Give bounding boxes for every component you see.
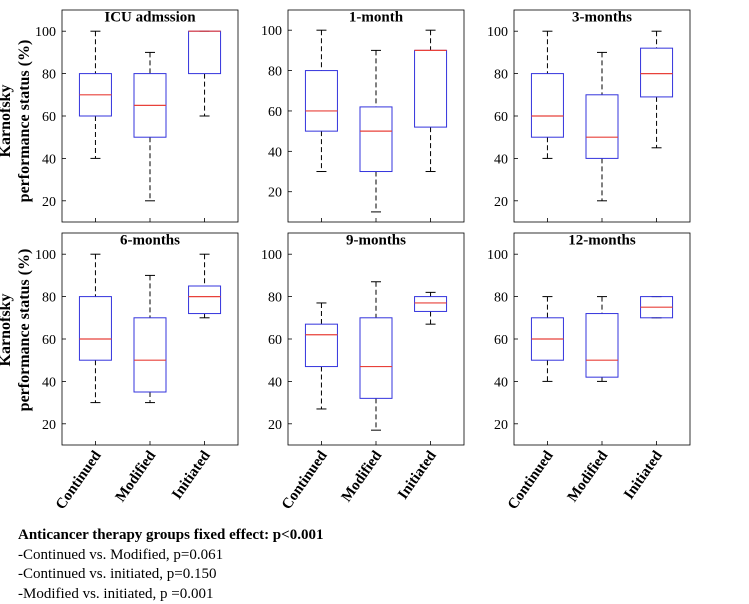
- iqr-box: [586, 95, 618, 159]
- iqr-box: [360, 318, 392, 399]
- box-modified: [586, 297, 618, 445]
- y-tick-label: 40: [42, 152, 56, 167]
- boxplot-figure: Karnofsky performance status (%) Karnofs…: [0, 0, 749, 525]
- box-initiated: [189, 254, 221, 445]
- iqr-box: [305, 324, 337, 366]
- panel-title: 12-months: [568, 233, 636, 249]
- y-tick-label: 40: [268, 375, 282, 390]
- y-tick-label: 80: [494, 291, 508, 306]
- x-category-label: Initiated: [395, 448, 440, 503]
- iqr-box: [586, 314, 618, 378]
- iqr-box: [134, 318, 166, 392]
- y-tick-label: 100: [261, 248, 282, 263]
- y-tick-label: 40: [42, 375, 56, 390]
- notes-line: -Continued vs. Modified, p=0.061: [18, 546, 323, 566]
- x-category-label: Modified: [339, 448, 386, 505]
- y-tick-label: 100: [487, 25, 508, 40]
- box-continued: [79, 31, 111, 222]
- iqr-box: [305, 71, 337, 132]
- y-tick-label: 60: [42, 333, 56, 348]
- x-category-label: Continued: [505, 448, 557, 513]
- y-tick-label: 40: [494, 375, 508, 390]
- box-continued: [531, 297, 563, 445]
- y-tick-label: 80: [42, 68, 56, 83]
- y-tick-label: 60: [42, 110, 56, 125]
- y-tick-label: 100: [261, 24, 282, 39]
- iqr-box: [641, 48, 673, 97]
- y-tick-label: 20: [42, 418, 56, 433]
- y-tick-label: 80: [42, 291, 56, 306]
- x-category-label: Initiated: [621, 448, 666, 503]
- y-axis-label-bottom: Karnofsky: [0, 294, 14, 367]
- y-tick-label: 60: [268, 333, 282, 348]
- y-axis-label-top: performance status (%): [16, 40, 33, 203]
- panel-title: 6-months: [120, 233, 180, 249]
- y-tick-label: 60: [494, 333, 508, 348]
- x-category-label: Continued: [53, 448, 105, 513]
- box-continued: [79, 254, 111, 445]
- statistics-notes: Anticancer therapy groups fixed effect: …: [18, 526, 323, 604]
- y-tick-label: 20: [268, 418, 282, 433]
- panel-title: 3-months: [572, 10, 632, 26]
- panel-icu-admssion: ICU admssion 20 40 60 80 100: [35, 10, 238, 222]
- box-modified: [360, 282, 392, 445]
- x-category-label: Modified: [565, 448, 612, 505]
- notes-line: -Continued vs. initiated, p=0.150: [18, 565, 323, 585]
- x-category-label: Initiated: [169, 448, 214, 503]
- box-initiated: [415, 30, 447, 222]
- box-continued: [305, 30, 337, 222]
- box-initiated: [641, 297, 673, 445]
- x-category-label: Continued: [279, 448, 331, 513]
- box-initiated: [641, 31, 673, 222]
- panel-frame: [288, 233, 464, 445]
- y-tick-label: 100: [35, 25, 56, 40]
- y-tick-label: 40: [494, 152, 508, 167]
- iqr-box: [79, 297, 111, 361]
- y-tick-label: 80: [494, 68, 508, 83]
- y-tick-label: 100: [35, 248, 56, 263]
- y-tick-label: 20: [42, 195, 56, 210]
- y-axis-label-top: Karnofsky: [0, 85, 14, 158]
- box-modified: [586, 52, 618, 222]
- y-tick-label: 40: [268, 145, 282, 160]
- y-axis-label-bottom: performance status (%): [16, 249, 33, 412]
- y-tick-label: 80: [268, 291, 282, 306]
- y-tick-label: 80: [268, 65, 282, 80]
- box-modified: [360, 50, 392, 222]
- x-category-label: Modified: [113, 448, 160, 505]
- y-tick-label: 20: [494, 418, 508, 433]
- box-continued: [531, 31, 563, 222]
- y-tick-label: 60: [494, 110, 508, 125]
- box-initiated: [189, 31, 221, 222]
- panel-3-months: 3-months 20 40 60 80 100: [487, 10, 690, 222]
- iqr-box: [360, 107, 392, 172]
- iqr-box: [189, 286, 221, 314]
- y-tick-label: 20: [268, 186, 282, 201]
- box-initiated: [415, 292, 447, 445]
- box-continued: [305, 303, 337, 445]
- panel-title: ICU admssion: [104, 10, 196, 26]
- notes-line: -Modified vs. initiated, p =0.001: [18, 585, 323, 604]
- box-modified: [134, 52, 166, 222]
- iqr-box: [189, 31, 221, 73]
- notes-heading: Anticancer therapy groups fixed effect: …: [18, 526, 323, 546]
- box-modified: [134, 275, 166, 445]
- panel-1-month: 1-month 20 40 60 80 100: [261, 10, 464, 222]
- panel-title: 9-months: [346, 233, 406, 249]
- y-tick-label: 100: [487, 248, 508, 263]
- iqr-box: [415, 297, 447, 312]
- y-tick-label: 20: [494, 195, 508, 210]
- panel-title: 1-month: [349, 10, 404, 26]
- iqr-box: [531, 74, 563, 138]
- iqr-box: [415, 50, 447, 127]
- y-tick-label: 60: [268, 105, 282, 120]
